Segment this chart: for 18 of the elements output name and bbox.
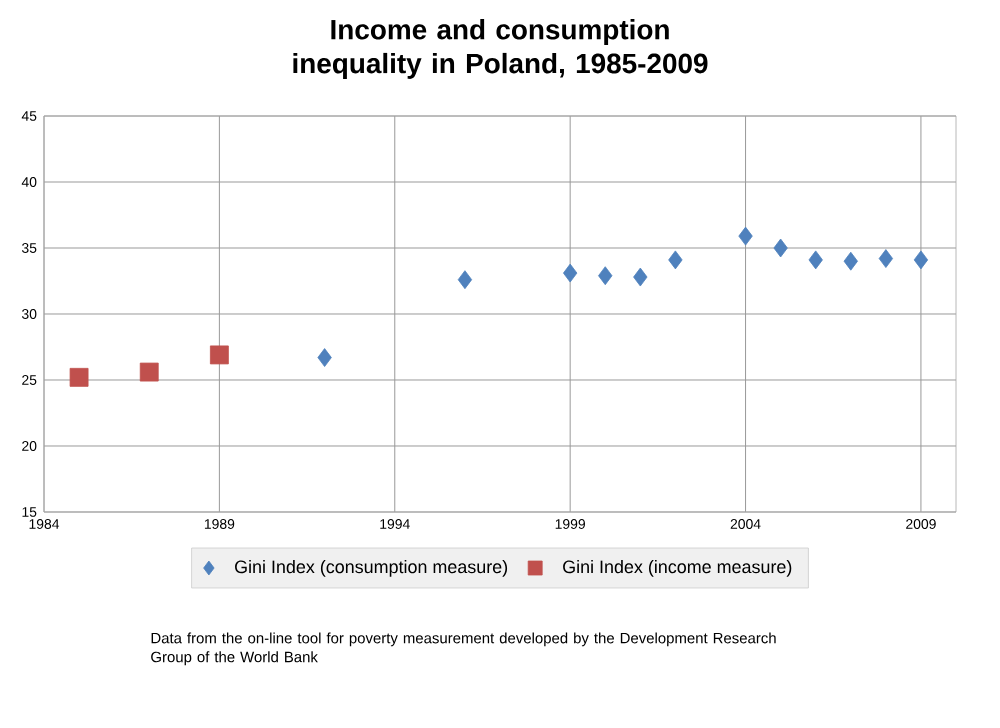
point [209, 345, 229, 365]
point [139, 362, 159, 382]
chart-title: Income and consumption inequality in Poland, 1985-2009 [293, 19, 708, 79]
point [808, 250, 823, 270]
point [878, 249, 894, 268]
point [598, 266, 613, 286]
point [457, 270, 473, 290]
point [69, 367, 89, 387]
point [633, 267, 648, 287]
point [843, 251, 858, 271]
point [773, 238, 788, 258]
point [913, 250, 929, 270]
point [738, 226, 753, 246]
point [563, 263, 578, 283]
legend-label: Gini Index (income measure) [563, 560, 792, 577]
point [668, 250, 683, 270]
legend-label: Gini Index (consumption measure) [235, 560, 508, 577]
point [317, 348, 332, 367]
